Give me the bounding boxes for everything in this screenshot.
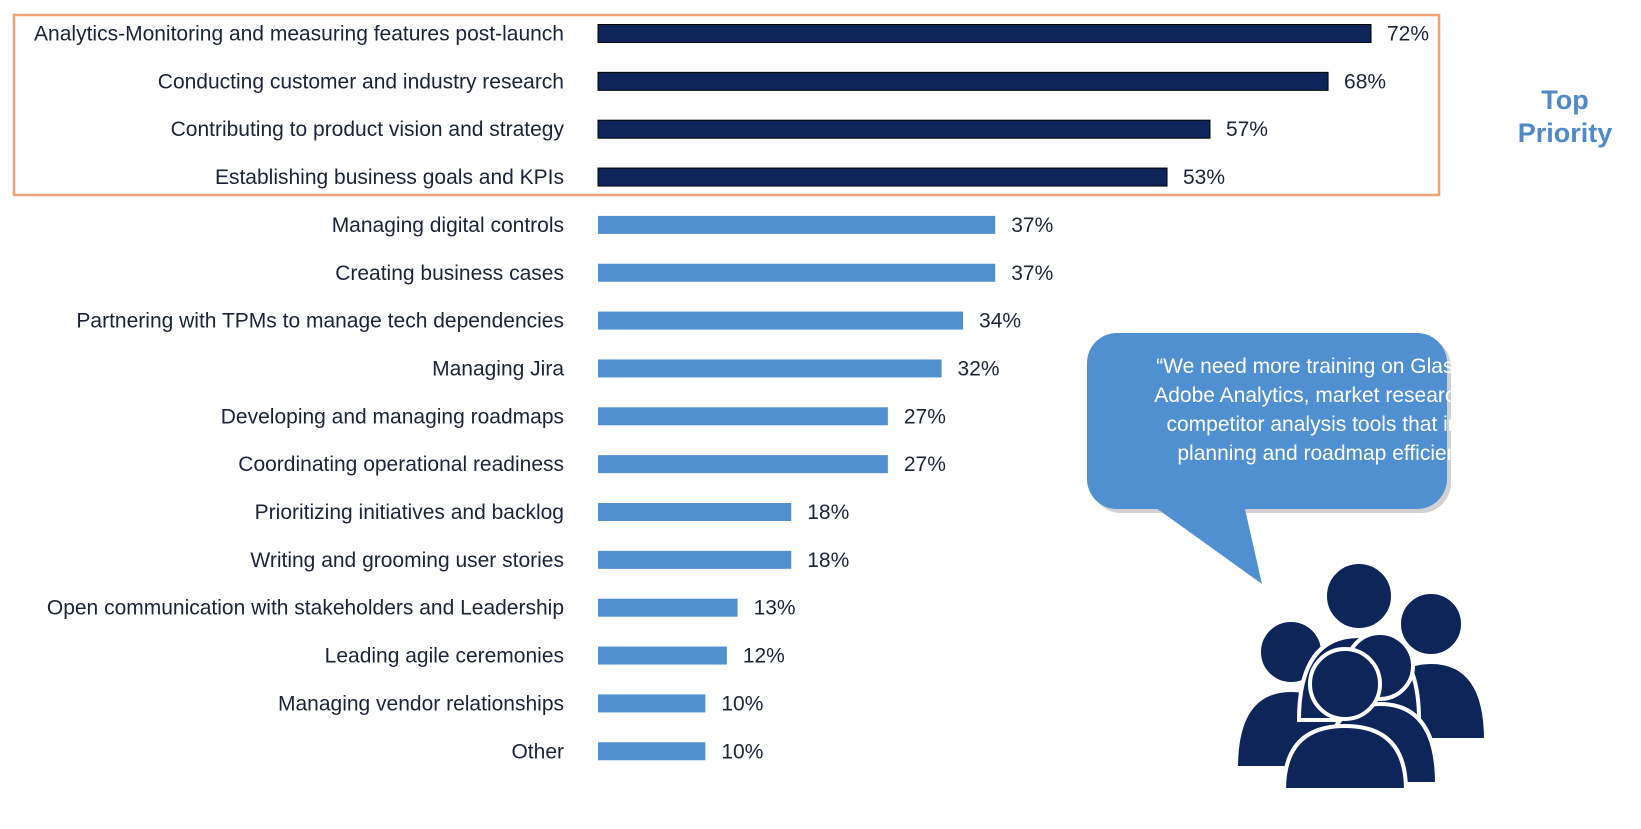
value-label: 53%	[1183, 166, 1225, 189]
top-priority-label: Top Priority	[1510, 84, 1620, 150]
category-label: Prioritizing initiatives and backlog	[255, 501, 564, 524]
category-label: Developing and managing roadmaps	[221, 405, 564, 428]
bar-13	[598, 598, 738, 617]
bar-1	[597, 24, 1372, 43]
value-label: 18%	[807, 501, 849, 524]
category-label: Writing and grooming user stories	[250, 549, 564, 572]
category-label: Partnering with TPMs to manage tech depe…	[76, 310, 564, 333]
top-priority-word-2: Priority	[1517, 118, 1613, 148]
category-label: Managing vendor relationships	[278, 692, 564, 715]
category-label: Other	[511, 740, 564, 763]
value-label: 34%	[979, 310, 1021, 333]
bar-10	[598, 455, 888, 474]
bar-4	[597, 167, 1168, 187]
category-label: Open communication with stakeholders and…	[47, 597, 564, 620]
category-label: Managing digital controls	[332, 214, 564, 237]
callout-quote: “We need more training on Glass Box, Ado…	[1154, 355, 1514, 465]
bar-7	[598, 311, 964, 330]
category-label: Leading agile ceremonies	[325, 645, 564, 668]
bar-8	[598, 359, 942, 378]
category-label: Coordinating operational readiness	[238, 453, 564, 476]
bar-2	[597, 71, 1329, 91]
value-label: 12%	[743, 645, 785, 668]
value-label: 72%	[1387, 23, 1429, 46]
top-priority-highlight-box	[12, 13, 1441, 197]
value-label: 57%	[1226, 118, 1268, 141]
value-label: 27%	[904, 453, 946, 476]
value-label: 18%	[807, 549, 849, 572]
category-label: Creating business cases	[335, 262, 564, 285]
value-label: 37%	[1011, 214, 1053, 237]
category-label: Conducting customer and industry researc…	[158, 70, 564, 93]
callout-bubble	[1087, 333, 1451, 584]
category-label: Analytics-Monitoring and measuring featu…	[34, 23, 564, 46]
people-group-icon	[1233, 560, 1489, 792]
bar-3	[597, 119, 1211, 139]
bar-5	[598, 215, 996, 234]
value-label: 37%	[1011, 262, 1053, 285]
category-label: Contributing to product vision and strat…	[171, 118, 565, 141]
category-label: Establishing business goals and KPIs	[215, 166, 564, 189]
value-label: 10%	[721, 740, 763, 763]
bar-14	[598, 646, 727, 665]
bar-15	[598, 694, 706, 713]
bar-16	[598, 742, 706, 761]
top-priority-word-1: Top	[1541, 85, 1589, 115]
value-label: 27%	[904, 405, 946, 428]
bar-12	[598, 550, 792, 569]
value-label: 10%	[721, 692, 763, 715]
value-label: 13%	[754, 597, 796, 620]
callout-bubble-tail	[1145, 500, 1262, 584]
bar-9	[598, 407, 888, 426]
bar-11	[598, 503, 792, 521]
value-label: 68%	[1344, 70, 1386, 93]
value-label: 32%	[958, 357, 1000, 380]
callout-bubble-body	[1087, 333, 1447, 509]
category-label: Managing Jira	[432, 357, 564, 380]
bar-6	[598, 263, 996, 282]
